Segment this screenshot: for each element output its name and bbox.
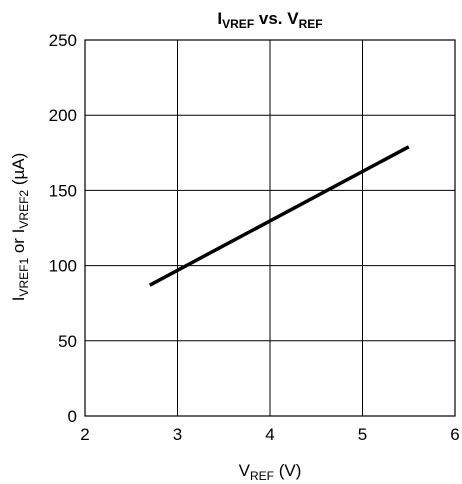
x-tick-label: 2 [80,425,89,444]
series-layer [148,145,410,287]
y-tick-label: 0 [68,407,77,426]
y-axis-label: IVREF1 or IVREF2 (µA) [9,153,31,302]
y-tick-label: 50 [58,332,77,351]
x-tick-label: 3 [173,425,182,444]
x-axis-label: VREF (V) [239,461,302,483]
y-tick-label: 150 [49,181,77,200]
tick-labels: 2 3 4 5 6 0 50 100 150 200 250 [49,31,460,444]
x-tick-label: 4 [265,425,274,444]
y-tick-label: 200 [49,106,77,125]
grid [84,39,456,417]
y-tick-label: 250 [49,31,77,50]
plot-frame [84,39,456,417]
series-line [148,145,410,287]
x-tick-label: 5 [358,425,367,444]
y-tick-label: 100 [49,257,77,276]
x-tick-label: 6 [450,425,459,444]
chart-title: IVREF vs. VREF [217,9,322,31]
